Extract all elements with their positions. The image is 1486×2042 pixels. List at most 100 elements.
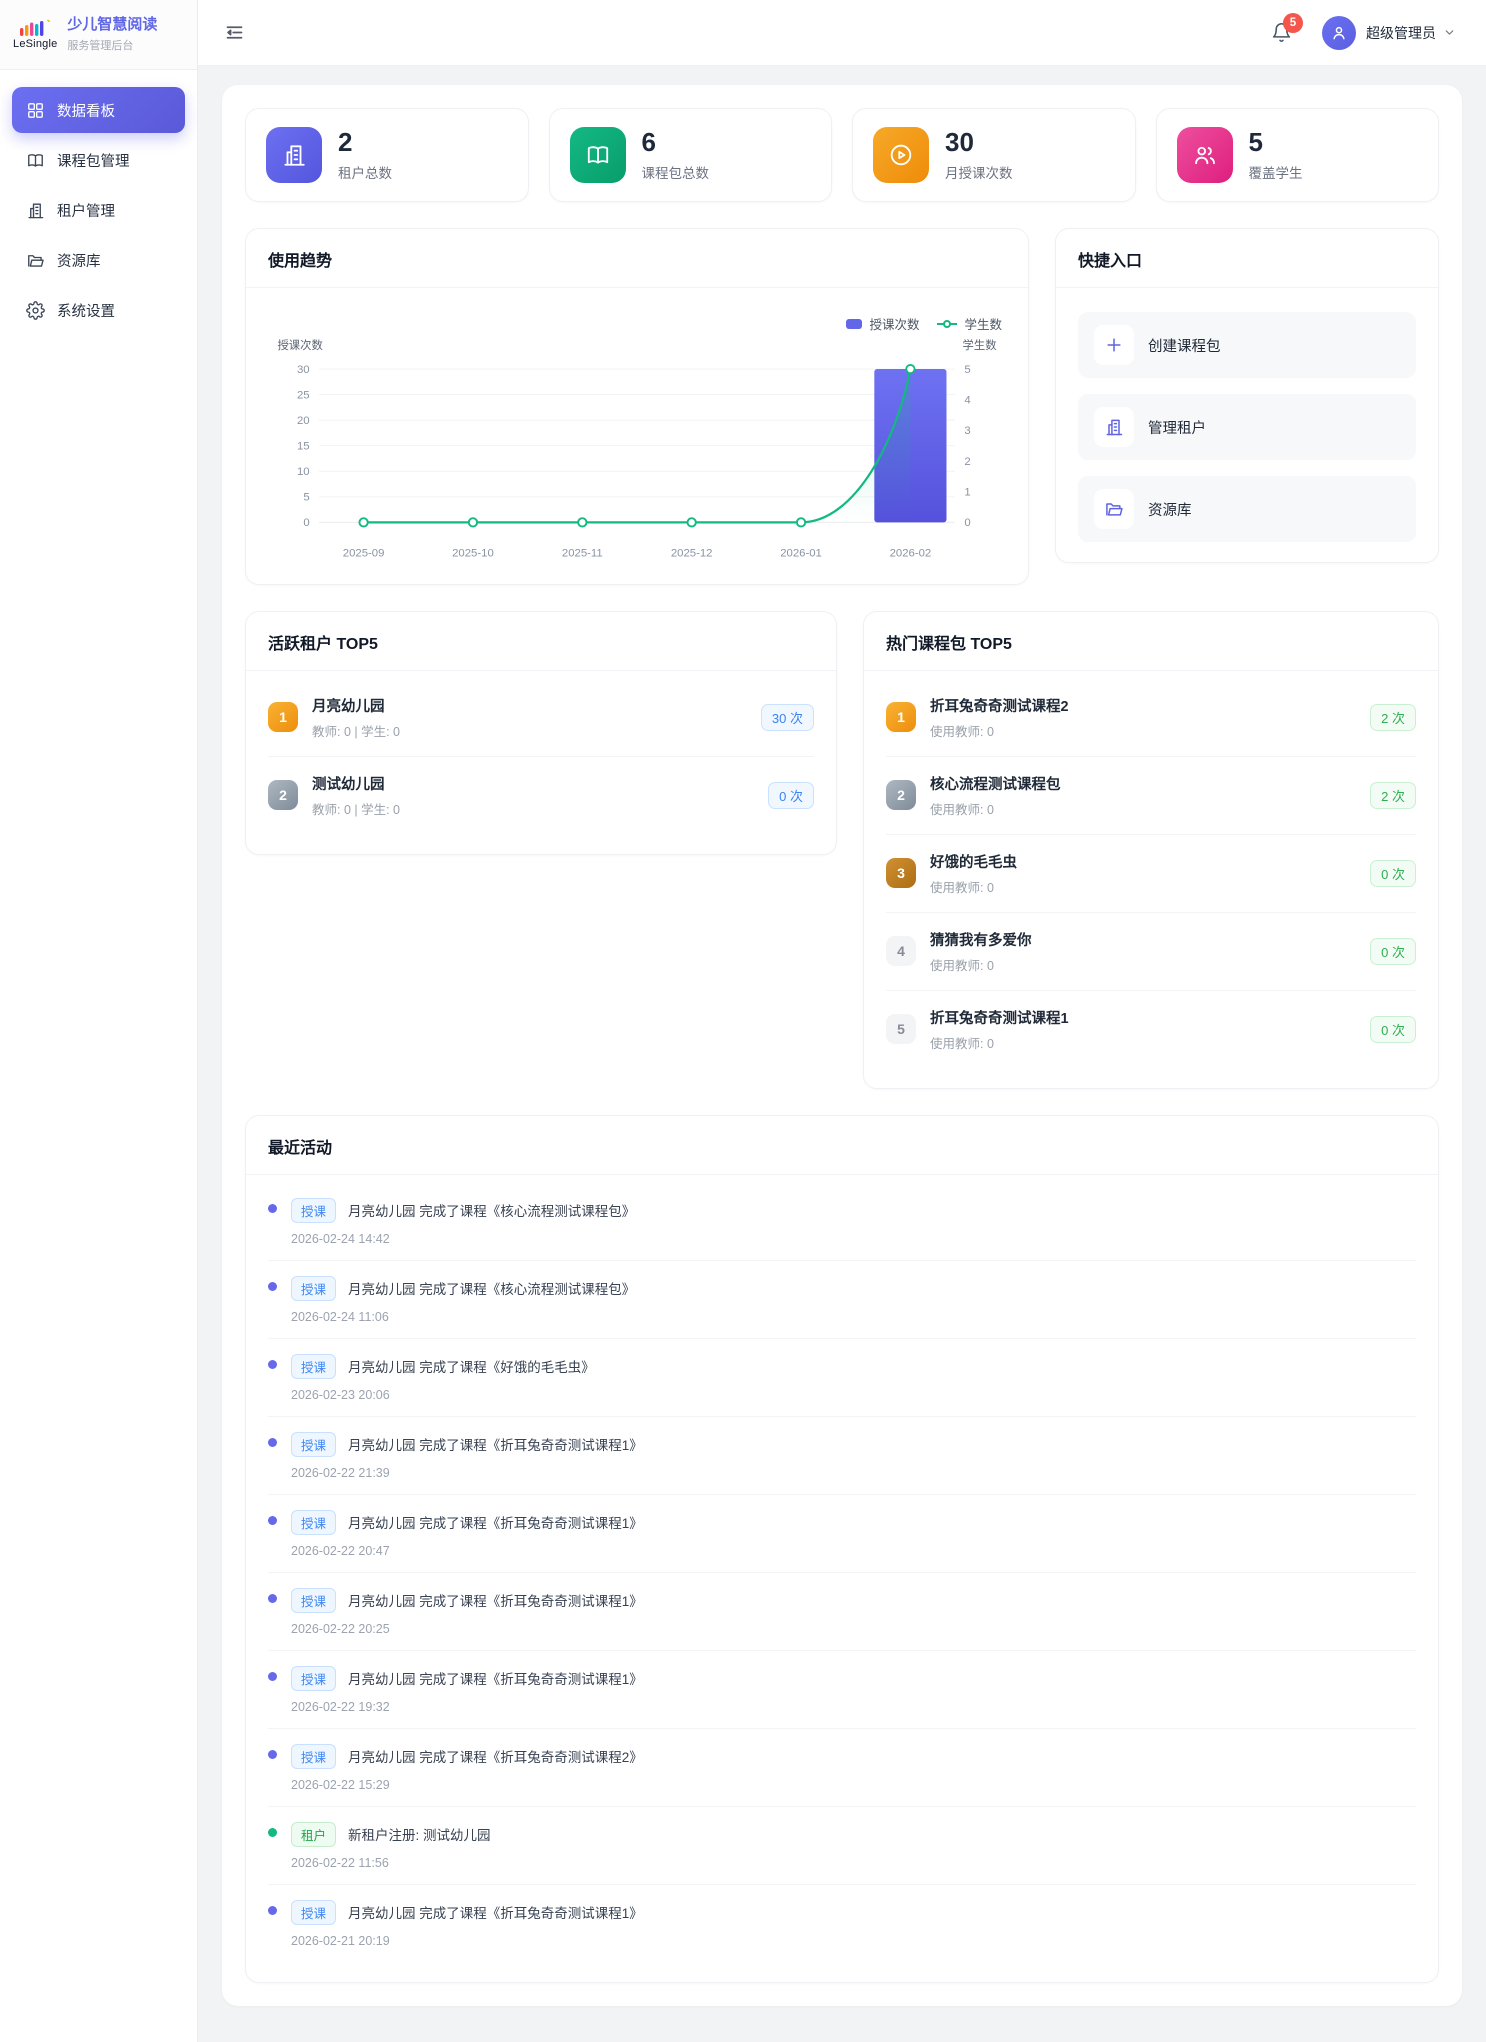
- rank-badge: 2: [886, 780, 916, 811]
- main-area: 5 超级管理员 2 租户总数 6 课程包总数 30 月授课次数 5 覆盖学生 使用: [198, 0, 1486, 2042]
- stat-label: 月授课次数: [945, 165, 1013, 181]
- activity-row: 授课 月亮幼儿园 完成了课程《折耳兔奇奇测试课程1》 2026-02-21 20:1…: [268, 1885, 1416, 1962]
- top-header: 5 超级管理员: [198, 0, 1486, 66]
- activity-tag: 授课: [291, 1899, 337, 1925]
- users-icon: [1176, 127, 1233, 183]
- activity-text: 月亮幼儿园 完成了课程《折耳兔奇奇测试课程1》: [348, 1516, 643, 1532]
- item-meta: 教师: 0 | 学生: 0: [312, 724, 400, 739]
- sidebar-item-label: 租户管理: [57, 203, 115, 220]
- stat-card-book: 6 课程包总数: [548, 108, 832, 202]
- book-icon: [26, 151, 45, 170]
- activity-row: 授课 月亮幼儿园 完成了课程《核心流程测试课程包》 2026-02-24 11:06: [268, 1261, 1416, 1339]
- sidebar-item-label: 数据看板: [57, 103, 115, 120]
- activity-tag: 授课: [291, 1275, 337, 1301]
- stat-card-building: 2 租户总数: [245, 108, 529, 202]
- activity-dot: [268, 1437, 277, 1447]
- quick-entry-building[interactable]: 管理租户: [1078, 394, 1416, 460]
- list-item: 1 折耳兔奇奇测试课程2 使用教师: 0 2 次: [886, 679, 1416, 757]
- rank-badge: 1: [268, 702, 298, 733]
- hot-packages-title: 热门课程包 TOP5: [864, 612, 1438, 671]
- item-name: 好饿的毛毛虫: [930, 854, 1017, 871]
- stat-label: 租户总数: [338, 165, 392, 181]
- top5-row: 活跃租户 TOP5 1 月亮幼儿园 教师: 0 | 学生: 0 30 次 2 测试幼儿园教…: [245, 610, 1439, 1089]
- activity-tag: 授课: [291, 1509, 337, 1535]
- activity-row: 授课 月亮幼儿园 完成了课程《折耳兔奇奇测试课程2》 2026-02-22 15:2…: [268, 1729, 1416, 1807]
- book-icon: [569, 127, 626, 183]
- rank-badge: 1: [886, 702, 916, 733]
- activity-text: 月亮幼儿园 完成了课程《好饿的毛毛虫》: [348, 1360, 595, 1376]
- svg-text:1: 1: [964, 486, 970, 498]
- svg-text:10: 10: [297, 466, 310, 478]
- activity-dot: [268, 1827, 277, 1837]
- folder-icon: [1094, 489, 1134, 529]
- usage-trend-chart: 0 5 10 15 20 25 30 0 1 2 3 4 5 授课次数 学生数 2025-09 2025-10 2…: [268, 335, 1006, 564]
- activity-text: 月亮幼儿园 完成了课程《核心流程测试课程包》: [348, 1282, 636, 1298]
- quick-entry-folder[interactable]: 资源库: [1078, 476, 1416, 542]
- quick-entry-title: 快捷入口: [1056, 229, 1438, 288]
- activity-time: 2026-02-22 19:32: [291, 1699, 390, 1714]
- item-name: 测试幼儿园: [312, 776, 385, 793]
- svg-text:授课次数: 授课次数: [277, 338, 323, 352]
- svg-text:2025-09: 2025-09: [343, 547, 385, 559]
- activity-time: 2026-02-21 20:19: [291, 1933, 390, 1948]
- activity-time: 2026-02-22 21:39: [291, 1465, 390, 1480]
- activity-text: 月亮幼儿园 完成了课程《折耳兔奇奇测试课程1》: [348, 1906, 643, 1922]
- svg-text:2: 2: [964, 456, 970, 468]
- dashboard-icon: [26, 101, 45, 120]
- item-meta: 使用教师: 0: [930, 880, 994, 895]
- legend-line-swatch: [937, 319, 958, 329]
- legend-bar-swatch: [846, 318, 863, 329]
- list-item: 4 猜猜我有多爱你 使用教师: 0 0 次: [886, 913, 1416, 991]
- activity-tag: 授课: [291, 1353, 337, 1379]
- user-avatar[interactable]: [1322, 15, 1356, 50]
- activity-row: 租户 新租户注册: 测试幼儿园 2026-02-22 11:56: [268, 1807, 1416, 1885]
- list-item: 1 月亮幼儿园 教师: 0 | 学生: 0 30 次: [268, 679, 814, 757]
- activity-time: 2026-02-22 20:25: [291, 1621, 390, 1636]
- rank-badge: 5: [886, 1014, 916, 1045]
- gear-icon: [26, 300, 45, 320]
- activity-dot: [268, 1515, 277, 1525]
- item-meta: 使用教师: 0: [930, 1036, 994, 1051]
- menu-fold-icon[interactable]: [224, 22, 245, 43]
- svg-text:5: 5: [964, 364, 970, 376]
- count-pill: 0 次: [1370, 859, 1416, 887]
- sidebar-item-book[interactable]: 课程包管理: [12, 137, 185, 183]
- sidebar-item-building[interactable]: 租户管理: [12, 187, 185, 233]
- svg-text:2025-11: 2025-11: [562, 547, 603, 559]
- stat-value: 5: [1248, 127, 1263, 158]
- svg-text:4: 4: [964, 395, 970, 407]
- legend-item-bar[interactable]: 授课次数: [846, 314, 919, 333]
- trend-row: 使用趋势 授课次数 学生数 0 5 10 15 20 25 30 0 1 2 3 4 5 授课次数 学生数 20…: [245, 228, 1439, 585]
- chevron-down-icon[interactable]: [1443, 26, 1456, 39]
- count-pill: 0 次: [1370, 937, 1416, 965]
- activity-tag: 授课: [291, 1587, 337, 1613]
- sidebar-item-dashboard[interactable]: 数据看板: [12, 87, 185, 133]
- count-pill: 2 次: [1370, 781, 1416, 809]
- quick-entry-plus[interactable]: 创建课程包: [1078, 312, 1416, 378]
- building-icon: [1094, 407, 1134, 447]
- recent-activity-list: 授课 月亮幼儿园 完成了课程《核心流程测试课程包》 2026-02-24 14:42…: [246, 1175, 1438, 1982]
- count-pill: 0 次: [768, 781, 814, 809]
- item-meta: 使用教师: 0: [930, 724, 994, 739]
- notification-bell-icon[interactable]: 5: [1271, 13, 1303, 43]
- stat-card-users: 5 覆盖学生: [1155, 108, 1439, 202]
- sidebar-item-folder[interactable]: 资源库: [12, 237, 185, 283]
- brand-titles: 少儿智慧阅读 服务管理后台: [67, 16, 157, 53]
- chart-legend: 授课次数 学生数: [272, 314, 1002, 333]
- stat-value: 6: [641, 127, 656, 158]
- legend-item-line[interactable]: 学生数: [937, 314, 1002, 333]
- folder-icon: [26, 251, 45, 270]
- building-icon: [26, 201, 45, 220]
- activity-dot: [268, 1593, 277, 1603]
- username[interactable]: 超级管理员: [1366, 24, 1436, 41]
- activity-time: 2026-02-22 11:56: [291, 1855, 389, 1870]
- activity-dot: [268, 1905, 277, 1915]
- activity-text: 新租户注册: 测试幼儿园: [348, 1828, 491, 1844]
- svg-text:2026-01: 2026-01: [780, 547, 822, 559]
- activity-dot: [268, 1203, 277, 1213]
- activity-text: 月亮幼儿园 完成了课程《折耳兔奇奇测试课程1》: [348, 1438, 643, 1454]
- sidebar-item-gear[interactable]: 系统设置: [12, 287, 185, 333]
- sidebar-nav: 数据看板课程包管理租户管理资源库 系统设置: [0, 70, 197, 354]
- activity-row: 授课 月亮幼儿园 完成了课程《核心流程测试课程包》 2026-02-24 14:42: [268, 1183, 1416, 1261]
